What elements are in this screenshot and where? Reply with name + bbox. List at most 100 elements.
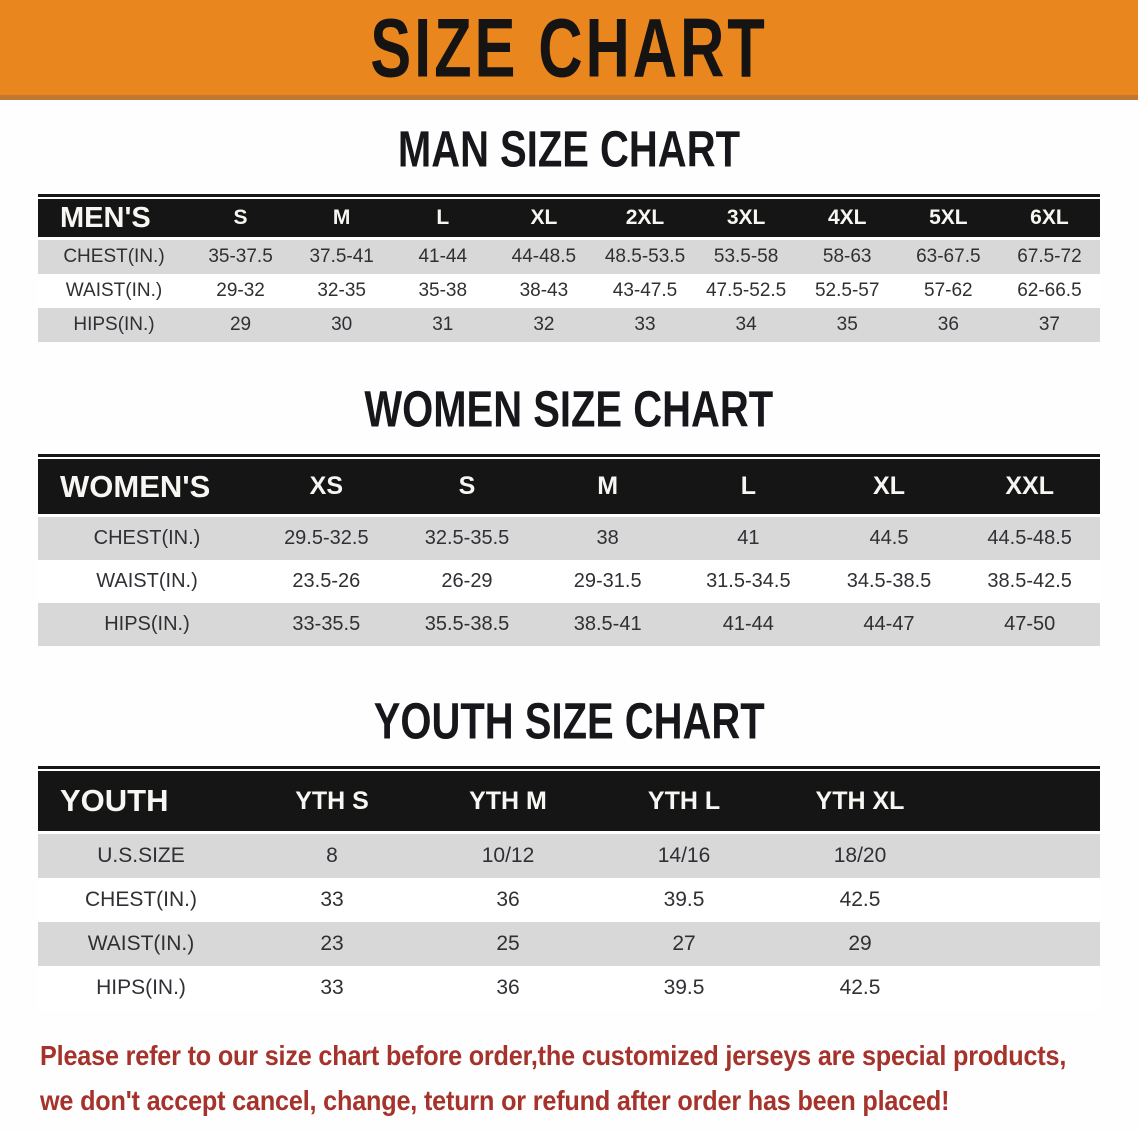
youth-cell-0-2: 14/16: [657, 844, 711, 867]
women-row-0: CHEST(IN.) 29.5-32.5 32.5-35.5 38 41 44.5 44.5…: [38, 517, 1100, 560]
youth-cell-2-0: 23: [320, 932, 344, 955]
youth-corner-label: YOUTH: [60, 783, 169, 818]
men-column-header-2: L: [436, 206, 450, 229]
women-cell-1-2: 29-31.5: [573, 570, 642, 592]
men-column-header-4: 2XL: [625, 206, 665, 229]
men-cell-0-2: 41-44: [418, 246, 468, 267]
youth-column-header-3: YTH XL: [815, 786, 905, 815]
men-corner-label: MEN'S: [60, 201, 151, 234]
women-cell-2-2: 38.5-41: [573, 613, 642, 635]
banner-title: SIZE CHART: [370, 0, 768, 95]
youth-row-3: HIPS(IN.) 33 36 39.5 42.5: [38, 966, 1100, 1010]
youth-cell-2-3: 29: [848, 932, 872, 955]
men-cell-0-8: 67.5-72: [1017, 246, 1082, 267]
youth-cell-1-1: 36: [496, 888, 520, 911]
women-cell-1-3: 31.5-34.5: [706, 570, 791, 592]
men-cell-2-5: 34: [735, 314, 757, 335]
women-cell-1-0: 23.5-26: [292, 570, 361, 592]
women-column-header-5: XXL: [1005, 472, 1054, 500]
men-cell-0-7: 63-67.5: [916, 246, 981, 267]
youth-row-0: U.S.SIZE 8 10/12 14/16 18/20: [38, 834, 1100, 878]
youth-cell-1-3: 42.5: [839, 888, 881, 911]
men-column-header-7: 5XL: [929, 206, 968, 229]
men-column-header-3: XL: [530, 206, 558, 229]
youth-table-header: YOUTH YTH S YTH M YTH L YTH XL: [38, 771, 1100, 831]
men-column-header-1: M: [332, 206, 351, 229]
men-cell-2-3: 32: [533, 314, 555, 335]
women-column-header-0: XS: [309, 472, 343, 500]
men-cell-1-6: 52.5-57: [814, 280, 880, 301]
men-cell-2-1: 30: [331, 314, 353, 335]
men-section-heading: MAN SIZE CHART: [0, 122, 1138, 179]
men-cell-2-0: 29: [229, 314, 252, 335]
men-cell-2-6: 35: [836, 314, 858, 335]
youth-section-heading: YOUTH SIZE CHART: [0, 694, 1138, 751]
men-column-header-5: 3XL: [726, 206, 766, 229]
men-row-label-0: CHEST(IN.): [63, 246, 165, 267]
youth-cell-0-3: 18/20: [833, 844, 887, 867]
men-cell-1-2: 35-38: [418, 280, 468, 301]
men-cell-1-1: 32-35: [317, 280, 366, 301]
youth-cell-3-0: 33: [320, 976, 344, 999]
women-size-table: WOMEN'S XS S M L XL XXL CHEST(IN.) 29.5-32.5 32.…: [38, 454, 1100, 646]
women-cell-0-3: 41: [737, 527, 760, 549]
youth-cell-1-2: 39.5: [663, 888, 705, 911]
women-cell-1-4: 34.5-38.5: [846, 570, 932, 592]
women-section-heading: WOMEN SIZE CHART: [0, 382, 1138, 439]
youth-row-1: CHEST(IN.) 33 36 39.5 42.5: [38, 878, 1100, 922]
men-cell-0-6: 58-63: [822, 246, 872, 267]
women-column-header-4: XL: [873, 472, 905, 500]
women-row-label-1: WAIST(IN.): [96, 570, 198, 592]
men-cell-0-4: 48.5-53.5: [604, 246, 686, 267]
women-cell-0-2: 38: [596, 527, 619, 549]
youth-cell-2-1: 25: [496, 932, 520, 955]
youth-column-header-2: YTH L: [647, 786, 721, 815]
women-column-header-2: M: [597, 472, 619, 500]
women-cell-0-1: 32.5-35.5: [424, 527, 510, 549]
youth-row-2: WAIST(IN.) 23 25 27 29: [38, 922, 1100, 966]
women-cell-2-0: 33-35.5: [292, 613, 361, 635]
men-column-header-8: 6XL: [1030, 206, 1069, 229]
men-row-0: CHEST(IN.) 35-37.5 37.5-41 41-44 44-48.5 48.5…: [38, 240, 1100, 274]
women-table-header: WOMEN'S XS S M L XL XXL: [38, 459, 1100, 514]
men-row-label-1: WAIST(IN.): [65, 280, 163, 301]
women-section-heading-text: WOMEN SIZE CHART: [364, 381, 774, 439]
youth-cell-1-0: 33: [320, 888, 344, 911]
men-cell-0-1: 37.5-41: [309, 246, 374, 267]
disclaimer-line-1: Please refer to our size chart before or…: [40, 1040, 1067, 1071]
men-cell-1-5: 47.5-52.5: [705, 280, 787, 301]
size-chart-banner: SIZE CHART: [0, 0, 1138, 100]
women-cell-0-4: 44.5: [869, 527, 909, 549]
women-cell-2-4: 44-47: [863, 613, 915, 635]
disclaimer-line-2: we don't accept cancel, change, teturn o…: [40, 1084, 950, 1116]
women-row-label-2: HIPS(IN.): [104, 613, 190, 635]
youth-column-header-0: YTH S: [295, 786, 369, 815]
order-disclaimer: Please refer to our size chart before or…: [40, 1034, 1138, 1124]
men-cell-0-5: 53.5-58: [713, 246, 779, 267]
men-table-header: MEN'S S M L XL 2XL 3XL 4XL 5XL 6XL: [38, 199, 1100, 237]
youth-cell-2-2: 27: [672, 932, 696, 955]
women-cell-2-3: 41-44: [722, 613, 774, 635]
men-cell-1-4: 43-47.5: [612, 280, 678, 301]
men-cell-2-7: 36: [937, 314, 959, 335]
men-column-header-6: 4XL: [827, 206, 867, 229]
women-cell-1-1: 26-29: [441, 570, 493, 592]
youth-column-header-1: YTH M: [469, 786, 547, 815]
women-cell-1-5: 38.5-42.5: [987, 570, 1072, 592]
women-row-1: WAIST(IN.) 23.5-26 26-29 29-31.5 31.5-34.5 34…: [38, 560, 1100, 603]
women-row-2: HIPS(IN.) 33-35.5 35.5-38.5 38.5-41 41-44 44-…: [38, 603, 1100, 646]
men-cell-2-2: 31: [432, 314, 454, 335]
women-corner-label: WOMEN'S: [60, 468, 211, 504]
men-row-1: WAIST(IN.) 29-32 32-35 35-38 38-43 43-47.5 47.…: [38, 274, 1100, 308]
youth-row-label-0: U.S.SIZE: [97, 844, 185, 867]
youth-cell-3-2: 39.5: [663, 976, 705, 999]
women-column-header-1: S: [458, 472, 476, 500]
women-cell-2-1: 35.5-38.5: [424, 613, 510, 635]
men-row-2: HIPS(IN.) 29 30 31 32 33 34 35 36 37: [38, 308, 1100, 342]
youth-row-label-3: HIPS(IN.): [96, 976, 186, 999]
youth-section-heading-text: YOUTH SIZE CHART: [373, 693, 765, 751]
youth-row-label-1: CHEST(IN.): [85, 888, 197, 911]
men-cell-2-4: 33: [634, 314, 656, 335]
youth-cell-3-1: 36: [496, 976, 520, 999]
